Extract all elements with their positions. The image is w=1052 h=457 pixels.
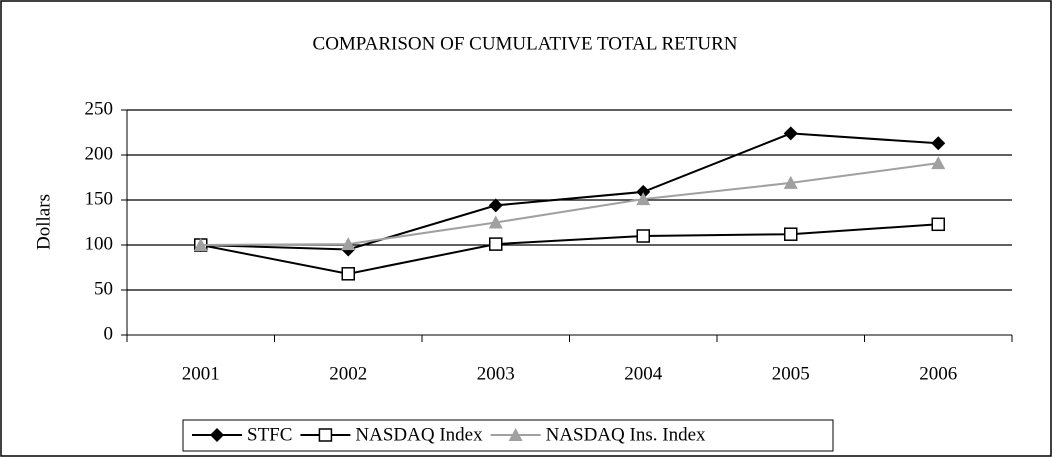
x-tick-label: 2001 <box>182 363 220 384</box>
marker <box>210 428 224 442</box>
marker <box>488 215 503 229</box>
marker <box>341 237 356 251</box>
marker <box>636 184 651 199</box>
marker <box>636 229 650 243</box>
marker <box>931 217 945 232</box>
marker <box>931 156 946 170</box>
chart-title: COMPARISON OF CUMULATIVE TOTAL RETURN <box>313 33 738 54</box>
y-tick-label: 150 <box>85 188 114 209</box>
legend-label: NASDAQ Ins. Index <box>546 424 706 445</box>
series-line <box>200 162 939 246</box>
marker <box>193 238 208 251</box>
x-tick-label: 2003 <box>477 363 515 384</box>
x-tick-label: 2004 <box>624 363 663 384</box>
legend-label: STFC <box>247 424 292 445</box>
marker <box>931 136 946 151</box>
marker <box>508 428 523 441</box>
marker <box>341 267 355 281</box>
y-tick-label: 50 <box>94 278 113 299</box>
marker <box>318 428 333 442</box>
marker <box>489 237 503 251</box>
marker <box>783 175 798 189</box>
series-line <box>200 132 939 251</box>
y-tick-label: 0 <box>104 323 114 344</box>
x-tick-label: 2006 <box>919 363 957 384</box>
y-tick-label: 200 <box>85 143 114 164</box>
y-tick-label: 100 <box>85 233 114 254</box>
marker <box>636 192 651 206</box>
y-axis-label: Dollars <box>33 194 54 250</box>
y-tick-label: 250 <box>85 98 114 119</box>
x-tick-label: 2002 <box>329 363 367 384</box>
marker <box>784 227 798 241</box>
marker <box>488 198 503 213</box>
marker <box>783 126 798 141</box>
series-line <box>200 223 939 275</box>
legend-label: NASDAQ Index <box>355 424 483 445</box>
x-tick-label: 2005 <box>772 363 810 384</box>
